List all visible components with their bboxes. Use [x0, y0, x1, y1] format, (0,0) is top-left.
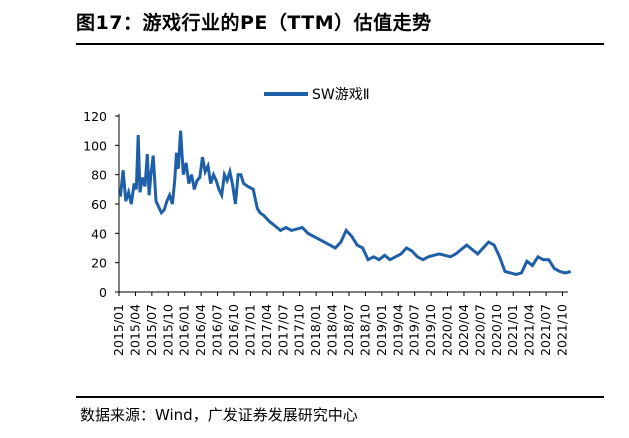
x-tick-label: 2016/04	[193, 304, 208, 356]
x-tick-label: 2019/07	[407, 304, 422, 356]
x-tick-label: 2018/04	[325, 304, 340, 356]
x-tick-label: 2018/07	[341, 304, 356, 356]
x-tick-label: 2019/10	[423, 304, 438, 356]
x-tick-label: 2015/07	[144, 304, 159, 356]
pe-line-chart: 0 20 40 60 80 100 120 2015/01 2015/04 2015/07 2015…	[83, 109, 572, 356]
legend-label: SW游戏Ⅱ	[312, 87, 370, 103]
x-tick-label: 2020/04	[456, 304, 471, 356]
x-tick-label: 2015/04	[127, 304, 142, 356]
x-tick-label: 2016/01	[177, 304, 192, 356]
source-rule	[76, 396, 604, 398]
y-tick-label: 40	[91, 226, 107, 241]
x-tick-label: 2020/07	[472, 304, 487, 356]
x-tick-label: 2017/01	[242, 304, 257, 356]
x-tick-label: 2017/04	[259, 304, 274, 356]
x-tick-label: 2019/04	[390, 304, 405, 356]
x-tick-label: 2021/01	[505, 304, 520, 356]
x-tick-label: 2021/10	[555, 304, 570, 356]
series-line	[118, 130, 572, 276]
chart-legend: SW游戏Ⅱ	[264, 84, 370, 104]
x-tick-label: 2015/10	[160, 304, 175, 356]
y-tick-label: 0	[99, 285, 107, 300]
x-tick-label: 2018/10	[357, 304, 372, 356]
source-note: 数据来源：Wind，广发证券发展研究中心	[80, 406, 358, 424]
title-rule	[76, 43, 604, 45]
y-tick-label: 20	[91, 256, 107, 271]
x-tick-label: 2020/01	[440, 304, 455, 356]
y-tick-label: 100	[83, 138, 107, 153]
x-tick-label: 2019/01	[374, 304, 389, 356]
y-tick-label: 80	[91, 168, 107, 183]
x-tick-label: 2017/07	[275, 304, 290, 356]
x-tick-label: 2016/07	[210, 304, 225, 356]
legend-swatch	[264, 92, 308, 96]
x-tick-label: 2020/10	[489, 304, 504, 356]
x-tick-label: 2021/07	[538, 304, 553, 356]
figure-title: 图17：游戏行业的PE（TTM）估值走势	[76, 12, 432, 34]
x-tick-label: 2015/01	[111, 304, 126, 356]
x-tick-label: 2016/10	[226, 304, 241, 356]
x-tick-label: 2017/10	[292, 304, 307, 356]
x-tick-label: 2018/01	[308, 304, 323, 356]
x-tick-label: 2021/04	[522, 304, 537, 356]
y-tick-label: 60	[91, 197, 107, 212]
y-tick-label: 120	[83, 109, 107, 124]
